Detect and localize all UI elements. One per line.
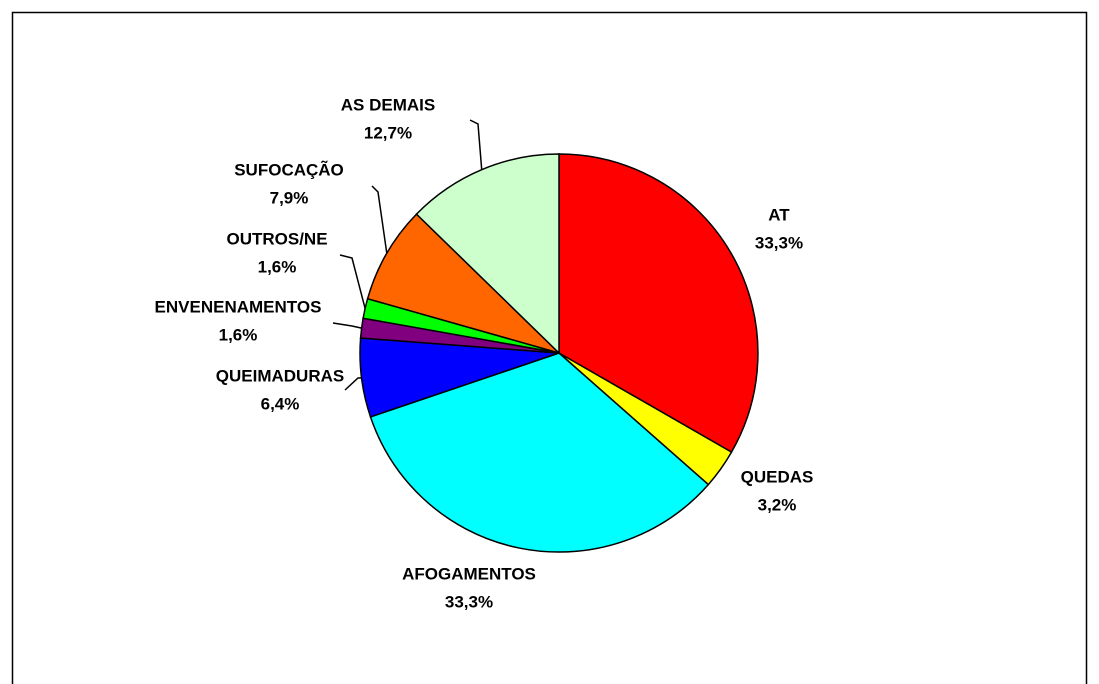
slice-value-label: 3,2% (758, 495, 797, 514)
slice-value-label: 12,7% (364, 123, 412, 142)
leader-line (339, 254, 366, 309)
slice-value-label: 33,3% (755, 233, 803, 252)
slice-label: QUEDAS (741, 467, 814, 486)
leader-line (371, 185, 388, 254)
slice-value-label: 33,3% (445, 592, 493, 611)
slice-label: AS DEMAIS (341, 95, 435, 114)
slice-label: AFOGAMENTOS (402, 564, 536, 583)
slice-value-label: 7,9% (270, 188, 309, 207)
slice-label: SUFOCAÇÃO (234, 159, 344, 179)
leader-line (332, 322, 362, 329)
pie-slice (366, 213, 560, 354)
pie-slice (369, 352, 710, 553)
pie-slice (415, 153, 560, 355)
slice-value-label: 6,4% (261, 394, 300, 413)
pie-slice (558, 153, 759, 454)
leader-line (344, 377, 362, 391)
slice-label: ENVENENAMENTOS (155, 297, 322, 316)
slice-label: QUEIMADURAS (216, 366, 344, 385)
slice-value-label: 1,6% (219, 325, 258, 344)
chart-frame (11, 11, 1088, 684)
leader-line (469, 119, 483, 170)
slice-label: AT (768, 205, 790, 224)
slice-label: OUTROS/NE (226, 229, 327, 248)
slice-value-label: 1,6% (258, 257, 297, 276)
